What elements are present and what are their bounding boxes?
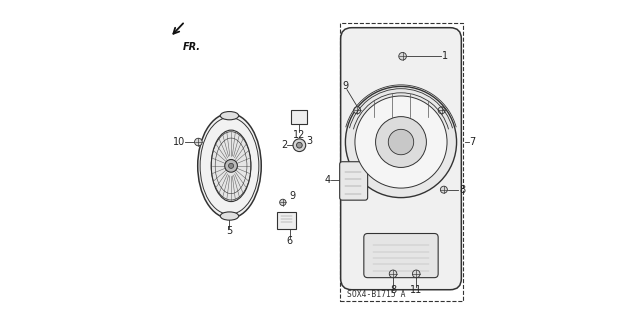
Ellipse shape xyxy=(220,112,239,120)
Text: 6: 6 xyxy=(287,236,293,247)
Text: 8: 8 xyxy=(390,286,396,295)
Circle shape xyxy=(280,199,286,205)
FancyBboxPatch shape xyxy=(364,234,438,278)
Text: 8: 8 xyxy=(459,185,465,195)
Circle shape xyxy=(355,96,447,188)
Circle shape xyxy=(225,160,237,172)
Text: 12: 12 xyxy=(293,130,305,140)
Circle shape xyxy=(440,186,447,193)
Circle shape xyxy=(354,107,361,114)
FancyBboxPatch shape xyxy=(340,28,461,290)
Text: 5: 5 xyxy=(227,226,232,236)
Circle shape xyxy=(399,52,406,60)
Circle shape xyxy=(376,117,426,167)
Circle shape xyxy=(438,107,445,114)
Text: 7: 7 xyxy=(469,137,476,147)
Text: 3: 3 xyxy=(306,137,312,146)
Text: 2: 2 xyxy=(281,140,287,150)
Circle shape xyxy=(195,138,202,146)
Circle shape xyxy=(228,163,234,168)
FancyBboxPatch shape xyxy=(277,212,296,229)
Circle shape xyxy=(346,86,456,197)
Text: 10: 10 xyxy=(173,137,186,147)
Circle shape xyxy=(296,142,302,148)
Ellipse shape xyxy=(220,212,239,220)
Text: FR.: FR. xyxy=(183,42,201,52)
Text: 9: 9 xyxy=(342,81,348,91)
Text: SOX4-B1715 A: SOX4-B1715 A xyxy=(347,290,406,299)
FancyBboxPatch shape xyxy=(291,110,307,124)
Text: 1: 1 xyxy=(442,51,448,61)
Circle shape xyxy=(389,270,397,278)
Text: 11: 11 xyxy=(410,286,422,295)
Ellipse shape xyxy=(198,114,261,218)
Circle shape xyxy=(293,139,306,152)
Text: 4: 4 xyxy=(324,175,330,185)
Circle shape xyxy=(412,270,420,278)
Circle shape xyxy=(388,129,413,155)
Ellipse shape xyxy=(211,130,251,202)
FancyBboxPatch shape xyxy=(340,162,367,200)
Text: 9: 9 xyxy=(289,191,296,201)
